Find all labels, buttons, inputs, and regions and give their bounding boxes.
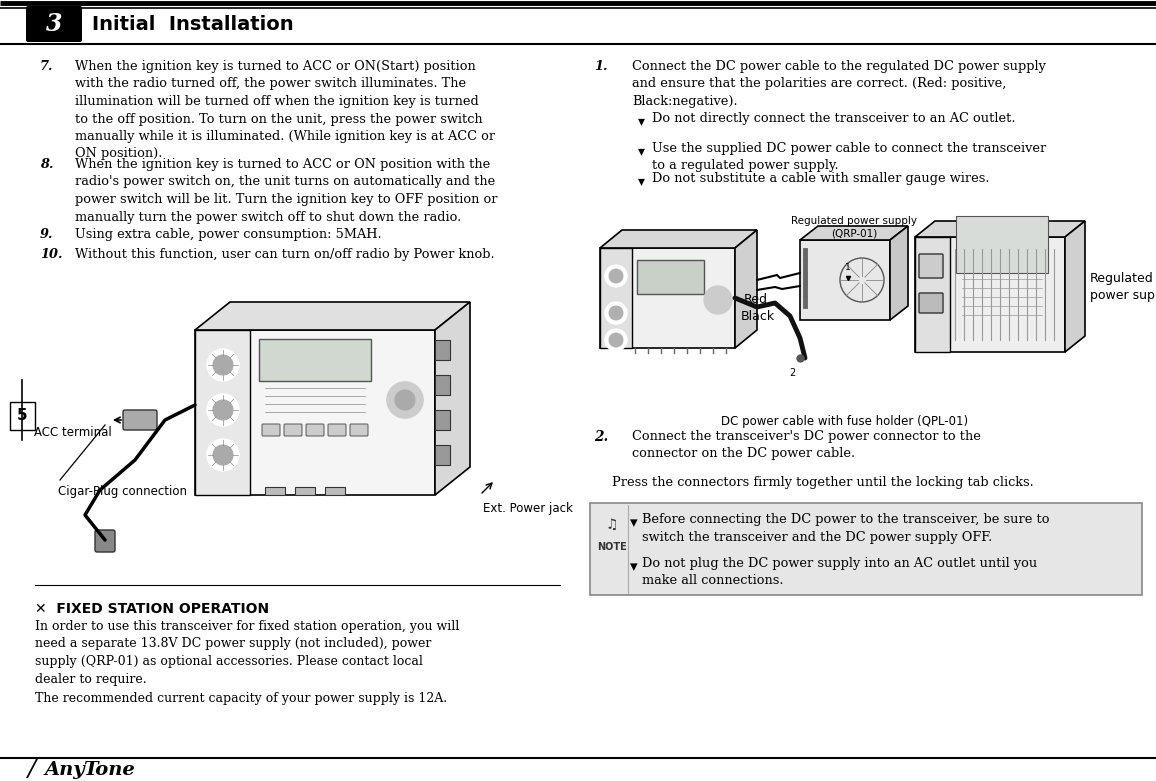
- FancyBboxPatch shape: [259, 339, 371, 381]
- Circle shape: [605, 329, 627, 351]
- Text: 1: 1: [845, 263, 851, 273]
- FancyBboxPatch shape: [195, 330, 250, 495]
- Text: 10.: 10.: [40, 248, 62, 261]
- Circle shape: [213, 400, 234, 420]
- Text: Any: Any: [45, 761, 86, 779]
- Text: ▾: ▾: [630, 515, 638, 530]
- FancyBboxPatch shape: [956, 216, 1048, 273]
- FancyBboxPatch shape: [435, 445, 450, 465]
- Text: 5: 5: [16, 408, 28, 423]
- Polygon shape: [195, 302, 470, 330]
- Text: /: /: [28, 758, 36, 781]
- Text: Cigar-Plug connection: Cigar-Plug connection: [58, 485, 187, 498]
- FancyBboxPatch shape: [195, 330, 435, 495]
- Circle shape: [213, 445, 234, 465]
- FancyBboxPatch shape: [590, 503, 1142, 595]
- FancyBboxPatch shape: [600, 248, 632, 348]
- Circle shape: [207, 394, 239, 426]
- Circle shape: [704, 286, 732, 314]
- FancyBboxPatch shape: [800, 240, 890, 320]
- Text: Use the supplied DC power cable to connect the transceiver
to a regulated power : Use the supplied DC power cable to conne…: [652, 142, 1046, 173]
- FancyBboxPatch shape: [637, 260, 704, 294]
- Circle shape: [605, 265, 627, 287]
- Text: Before connecting the DC power to the transceiver, be sure to
switch the transce: Before connecting the DC power to the tr…: [642, 513, 1050, 544]
- Text: Do not plug the DC power supply into an AC outlet until you
make all connections: Do not plug the DC power supply into an …: [642, 557, 1037, 587]
- Text: Regulated
power supply (QRP-01): Regulated power supply (QRP-01): [1090, 272, 1156, 302]
- Text: In order to use this transceiver for fixed station operation, you will
need a se: In order to use this transceiver for fix…: [35, 620, 459, 686]
- FancyBboxPatch shape: [350, 424, 368, 436]
- Polygon shape: [435, 302, 470, 495]
- Polygon shape: [600, 230, 757, 248]
- FancyBboxPatch shape: [10, 402, 35, 430]
- FancyBboxPatch shape: [435, 375, 450, 395]
- Text: Press the connectors firmly together until the locking tab clicks.: Press the connectors firmly together unt…: [612, 476, 1033, 489]
- FancyBboxPatch shape: [306, 424, 324, 436]
- Text: When the ignition key is turned to ACC or ON position with the
radio's power swi: When the ignition key is turned to ACC o…: [75, 158, 497, 223]
- FancyBboxPatch shape: [919, 293, 943, 313]
- Text: Do not substitute a cable with smaller gauge wires.: Do not substitute a cable with smaller g…: [652, 172, 990, 185]
- FancyBboxPatch shape: [916, 237, 950, 352]
- Circle shape: [609, 333, 623, 347]
- Circle shape: [609, 269, 623, 283]
- Polygon shape: [890, 226, 907, 320]
- Text: DC power cable with fuse holder (QPL-01): DC power cable with fuse holder (QPL-01): [721, 415, 969, 428]
- Text: The recommended current capacity of your power supply is 12A.: The recommended current capacity of your…: [35, 692, 447, 705]
- Text: ▾: ▾: [638, 144, 645, 158]
- Text: Connect the DC power cable to the regulated DC power supply
and ensure that the : Connect the DC power cable to the regula…: [632, 60, 1046, 108]
- Text: ▾: ▾: [638, 174, 645, 188]
- Text: Do not directly connect the transceiver to an AC outlet.: Do not directly connect the transceiver …: [652, 112, 1015, 125]
- Text: 7.: 7.: [40, 60, 53, 73]
- FancyBboxPatch shape: [325, 487, 344, 495]
- FancyBboxPatch shape: [328, 424, 346, 436]
- Text: Initial  Installation: Initial Installation: [92, 15, 294, 34]
- Circle shape: [387, 382, 423, 418]
- Text: ♫: ♫: [606, 518, 618, 532]
- FancyBboxPatch shape: [284, 424, 302, 436]
- Text: ▾: ▾: [638, 114, 645, 128]
- FancyBboxPatch shape: [600, 248, 735, 348]
- Text: Using extra cable, power consumption: 5MAH.: Using extra cable, power consumption: 5M…: [75, 228, 381, 241]
- FancyBboxPatch shape: [25, 6, 82, 42]
- Text: ACC terminal: ACC terminal: [35, 426, 112, 438]
- Text: 9.: 9.: [40, 228, 53, 241]
- Text: ✕  FIXED STATION OPERATION: ✕ FIXED STATION OPERATION: [35, 602, 269, 616]
- FancyBboxPatch shape: [916, 237, 1065, 352]
- Circle shape: [395, 390, 415, 410]
- Polygon shape: [1065, 221, 1085, 352]
- Text: Red: Red: [744, 293, 768, 306]
- Text: 2.: 2.: [594, 430, 608, 444]
- Text: NOTE: NOTE: [598, 542, 627, 552]
- Circle shape: [605, 302, 627, 324]
- Polygon shape: [735, 230, 757, 348]
- Polygon shape: [916, 221, 1085, 237]
- Text: Tone: Tone: [83, 761, 135, 779]
- Text: When the ignition key is turned to ACC or ON(Start) position
with the radio turn: When the ignition key is turned to ACC o…: [75, 60, 495, 161]
- Circle shape: [609, 306, 623, 320]
- FancyBboxPatch shape: [262, 424, 280, 436]
- FancyBboxPatch shape: [265, 487, 286, 495]
- Circle shape: [207, 439, 239, 471]
- FancyBboxPatch shape: [435, 340, 450, 360]
- Circle shape: [207, 349, 239, 381]
- Text: Regulated power supply
(QRP-01): Regulated power supply (QRP-01): [791, 216, 917, 238]
- FancyBboxPatch shape: [435, 410, 450, 430]
- Circle shape: [213, 355, 234, 375]
- Text: 8.: 8.: [40, 158, 53, 171]
- Text: Connect the transceiver's DC power connector to the
connector on the DC power ca: Connect the transceiver's DC power conne…: [632, 430, 981, 461]
- FancyBboxPatch shape: [919, 254, 943, 278]
- Text: Ext. Power jack: Ext. Power jack: [483, 502, 573, 515]
- FancyBboxPatch shape: [295, 487, 314, 495]
- FancyBboxPatch shape: [95, 530, 114, 552]
- Text: 1.: 1.: [594, 60, 608, 73]
- Text: ▾: ▾: [630, 559, 638, 574]
- Text: Without this function, user can turn on/off radio by Power knob.: Without this function, user can turn on/…: [75, 248, 495, 261]
- Text: Black: Black: [741, 310, 775, 323]
- FancyBboxPatch shape: [123, 410, 157, 430]
- Polygon shape: [800, 226, 907, 240]
- Text: 2: 2: [788, 368, 795, 378]
- Text: 3: 3: [46, 12, 62, 36]
